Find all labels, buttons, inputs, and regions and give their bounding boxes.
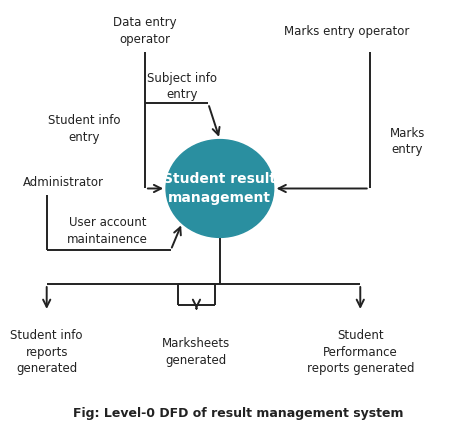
Text: Administrator: Administrator <box>23 175 104 189</box>
Text: Student info
entry: Student info entry <box>48 114 120 144</box>
Text: User account
maintainence: User account maintainence <box>67 216 148 246</box>
Text: Student
Performance
reports generated: Student Performance reports generated <box>307 329 414 375</box>
Text: Fig: Level-0 DFD of result management system: Fig: Level-0 DFD of result management sy… <box>73 407 404 420</box>
Text: Marks
entry: Marks entry <box>390 127 425 157</box>
Circle shape <box>166 140 273 238</box>
Text: Student info
reports
generated: Student info reports generated <box>10 329 83 375</box>
Text: Student result
management: Student result management <box>164 172 276 205</box>
Text: Marksheets
generated: Marksheets generated <box>163 337 230 367</box>
Text: Subject info
entry: Subject info entry <box>147 71 218 101</box>
Text: Data entry
operator: Data entry operator <box>113 16 177 46</box>
Text: Marks entry operator: Marks entry operator <box>283 25 409 38</box>
